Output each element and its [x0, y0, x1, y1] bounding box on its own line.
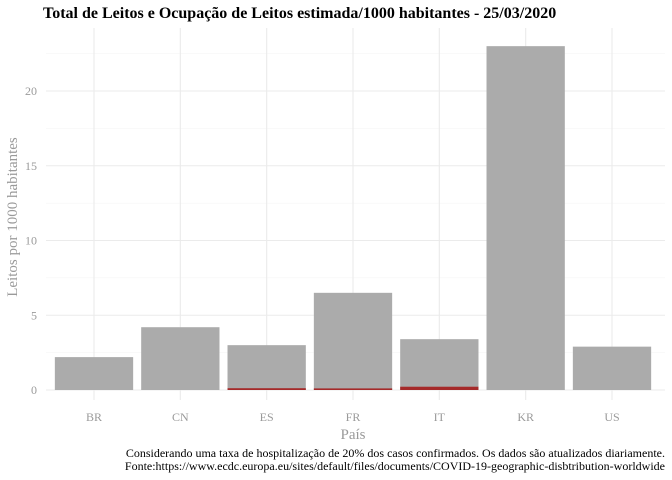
x-tick-label: FR — [346, 410, 361, 424]
x-tick-label: KR — [517, 410, 534, 424]
y-tick-label: 20 — [25, 84, 37, 98]
x-tick-label: CN — [172, 410, 189, 424]
bar-total-beds-CN — [141, 327, 220, 390]
y-tick-label: 5 — [31, 308, 37, 322]
bar-occupancy-FR — [313, 388, 393, 390]
y-tick-label: 15 — [25, 159, 37, 173]
chart-title: Total de Leitos e Ocupação de Leitos est… — [43, 5, 556, 22]
bar-total-beds-BR — [54, 357, 134, 390]
x-tick-label: ES — [260, 410, 274, 424]
bar-occupancy-ES — [227, 388, 306, 390]
bars — [54, 46, 652, 391]
x-tick-label: IT — [434, 410, 446, 424]
bar-total-beds-KR — [486, 46, 565, 391]
bar-total-beds-IT — [400, 339, 479, 390]
bar-total-beds-ES — [227, 345, 306, 390]
y-axis-title: Leitos por 1000 habitantes — [5, 137, 21, 297]
caption-note: Considerando uma taxa de hospitalização … — [126, 446, 665, 460]
caption-source: Fonte:https://www.ecdc.europa.eu/sites/d… — [125, 459, 665, 473]
x-axis-title: País — [340, 427, 365, 443]
bar-occupancy-IT — [400, 386, 479, 390]
x-tick-label: US — [604, 410, 619, 424]
x-tick-label: BR — [86, 410, 102, 424]
bar-total-beds-FR — [313, 292, 393, 390]
x-tick-labels: BR CN ES FR IT KR US — [86, 410, 620, 424]
y-tick-label: 10 — [25, 234, 37, 248]
y-tick-label: 0 — [31, 383, 37, 397]
y-tick-labels: 0 5 10 15 20 — [25, 84, 37, 397]
bar-total-beds-US — [572, 346, 652, 390]
